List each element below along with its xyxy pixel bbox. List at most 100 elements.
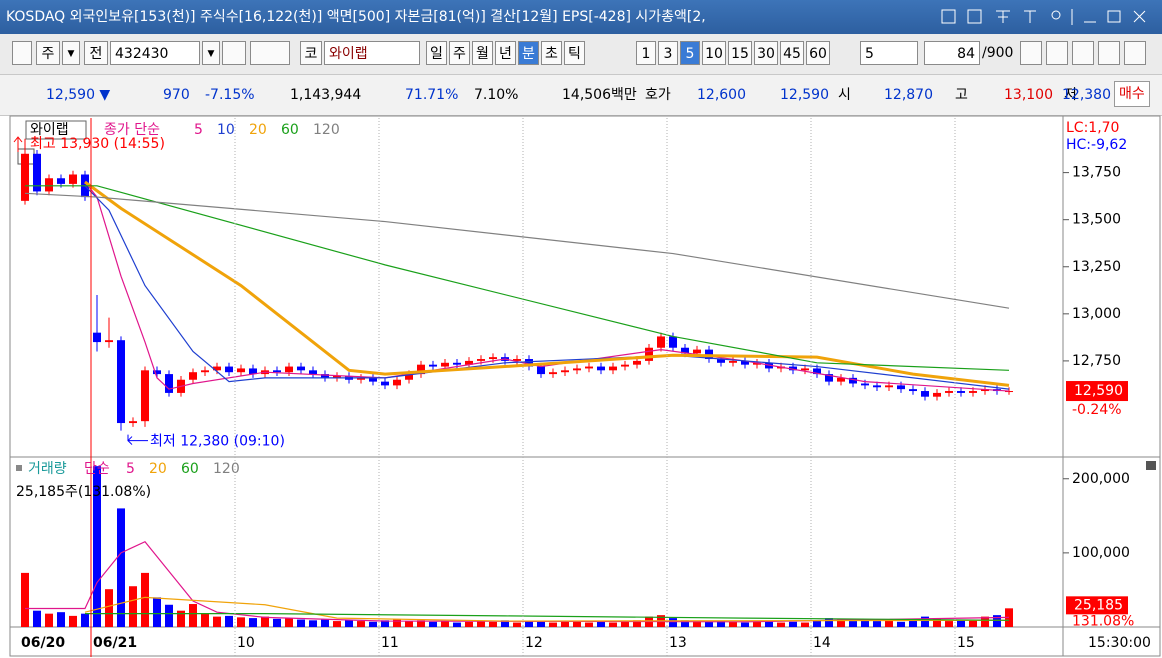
volume-bar: [729, 621, 737, 627]
volume-bar: [261, 616, 269, 627]
y-tick-label: 13,000: [1072, 306, 1121, 322]
save-icon[interactable]: [1072, 41, 1094, 65]
window-title: KOSDAQ 외국인보유[153(천)] 주식수[16,122(천)] 액면[5…: [6, 9, 706, 25]
candle-body: [141, 370, 149, 422]
volume-bar: [837, 619, 845, 627]
candle-body: [153, 370, 161, 375]
volume-bar: [909, 620, 917, 627]
toolbar-button[interactable]: 틱: [564, 41, 585, 65]
count-input[interactable]: 84: [924, 41, 980, 65]
last-volume-label: 25,185: [1074, 597, 1123, 613]
panel-icon[interactable]: [1146, 461, 1156, 470]
sound-button[interactable]: [250, 41, 290, 65]
last-price-label: 12,590: [1074, 383, 1123, 399]
ma-line: [25, 541, 1010, 623]
volume-bar: [705, 621, 713, 627]
volume-bar: [321, 619, 329, 627]
toolbar-button[interactable]: 30: [754, 41, 778, 65]
candle-body: [405, 374, 413, 380]
candle-body: [57, 178, 65, 184]
time-label: 15:30:00: [1088, 635, 1151, 651]
volume-bar: [69, 615, 77, 627]
volume-bar: [453, 622, 461, 627]
candle-body: [801, 368, 809, 371]
toolbar-button[interactable]: 1: [636, 41, 656, 65]
icon[interactable]: [1051, 10, 1061, 20]
candle-body: [921, 391, 929, 397]
candle-body: [873, 385, 881, 388]
name-input[interactable]: 와이랩: [324, 41, 420, 65]
volume-bar: [513, 622, 521, 627]
candle-body: [789, 366, 797, 371]
last-price-box: [1066, 381, 1128, 402]
pct1: 71.71%: [405, 87, 459, 103]
period-main[interactable]: 주: [36, 41, 60, 65]
toolbar-button[interactable]: 월: [472, 41, 493, 65]
settings-icon[interactable]: [1098, 41, 1120, 65]
candle-body: [729, 360, 737, 363]
toolbar-button[interactable]: 일: [426, 41, 447, 65]
icon[interactable]: [1024, 10, 1036, 23]
maximize[interactable]: [1107, 10, 1121, 23]
toolbar-button[interactable]: 10: [702, 41, 726, 65]
toolbar-button[interactable]: 주: [449, 41, 470, 65]
candle-body: [417, 364, 425, 375]
menu-icon[interactable]: [12, 41, 32, 65]
candle-body: [849, 377, 857, 384]
volume-bar: [297, 619, 305, 627]
candle-body: [837, 377, 845, 382]
toolbar-button[interactable]: 3: [658, 41, 678, 65]
toolbar-button[interactable]: 초: [541, 41, 562, 65]
candle-body: [957, 391, 965, 393]
candle-body: [513, 359, 521, 361]
name-label: 와이랩: [30, 122, 69, 138]
toolbar-button[interactable]: 5: [680, 41, 700, 65]
dropdown[interactable]: ▼: [62, 41, 80, 65]
candle-body: [861, 383, 869, 386]
candle-body: [633, 360, 641, 365]
checkbox[interactable]: [1124, 41, 1146, 65]
tool-icon[interactable]: [1046, 41, 1068, 65]
volume-bar: [813, 620, 821, 627]
legend-entry: 60: [281, 122, 299, 138]
candle-body: [681, 347, 689, 354]
toolbar-button[interactable]: 15: [728, 41, 752, 65]
legend-prefix: 단순: [84, 461, 110, 477]
toolbar-button[interactable]: 년: [495, 41, 516, 65]
candle-body: [645, 347, 653, 361]
toolbar-button[interactable]: 60: [806, 41, 830, 65]
y-tick-label: 13,500: [1072, 212, 1121, 228]
volume-bar: [33, 610, 41, 627]
count-select[interactable]: 5: [860, 41, 918, 65]
close[interactable]: [1133, 10, 1146, 23]
high-arrow: [13, 136, 23, 152]
name-box: [25, 120, 87, 140]
volume-bar: [369, 621, 377, 627]
y-tick-label: 100,000: [1072, 545, 1130, 561]
code-input[interactable]: 432430: [110, 41, 200, 65]
toolbar-button[interactable]: 분: [518, 41, 539, 65]
ma-line: [24, 192, 1010, 309]
candle-body: [717, 359, 725, 363]
side-label: LC:1,70: [1066, 120, 1119, 136]
candle-body: [489, 357, 497, 360]
candle-body: [465, 360, 473, 365]
market[interactable]: 전: [84, 41, 108, 65]
volume-bar: [249, 618, 257, 627]
icon[interactable]: [967, 9, 982, 24]
icon[interactable]: [996, 10, 1010, 23]
icon[interactable]: [941, 9, 956, 24]
search-button[interactable]: [222, 41, 246, 65]
volume-bar: [465, 621, 473, 627]
volume-bar: [501, 620, 509, 627]
tool-icon[interactable]: [1020, 41, 1042, 65]
candle-body: [981, 389, 989, 392]
dropdown[interactable]: ▼: [202, 41, 220, 65]
volume-bar: [381, 620, 389, 627]
volume-bar: [213, 616, 221, 627]
market-type[interactable]: 코: [300, 41, 322, 65]
high-label: 고: [955, 87, 968, 103]
order-button[interactable]: 매수: [1114, 81, 1150, 107]
toolbar-button[interactable]: 45: [780, 41, 804, 65]
ma-line: [84, 185, 1010, 390]
